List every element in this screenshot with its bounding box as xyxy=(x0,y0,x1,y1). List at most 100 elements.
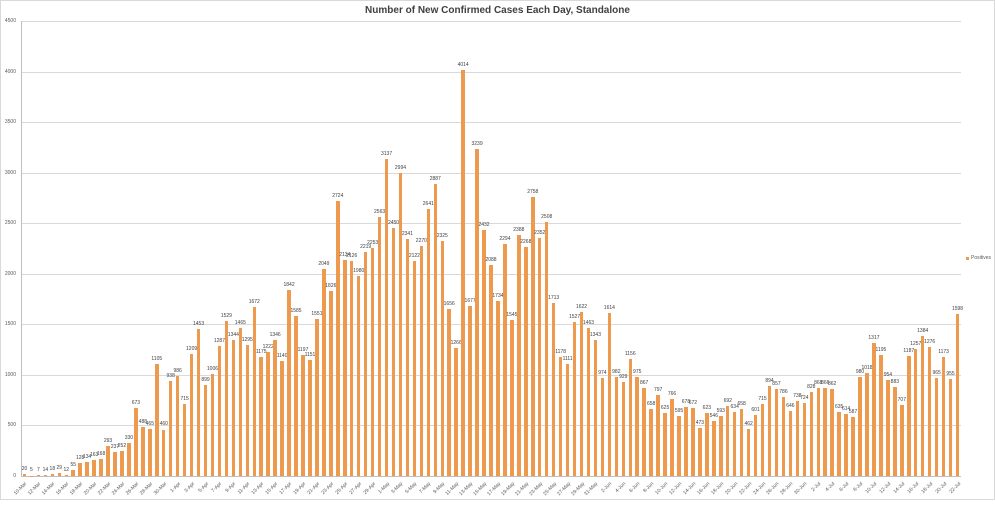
bar xyxy=(705,413,709,476)
bar xyxy=(538,238,542,476)
bar xyxy=(914,348,918,476)
bar xyxy=(663,412,667,476)
bar xyxy=(503,244,507,476)
legend: Positives xyxy=(966,255,991,261)
bar xyxy=(691,408,695,476)
bar xyxy=(593,340,598,476)
bar-value-label: 1140 xyxy=(276,352,288,359)
plot-area: 20 5 7 14 18 29 12 55 128 134 163 168 293 237 252 330 67… xyxy=(21,21,963,476)
bar-value-label: 2325 xyxy=(436,232,448,239)
bar-value-label: 965 xyxy=(932,370,941,377)
bar xyxy=(99,459,103,476)
bar-value-label: 128 xyxy=(76,455,85,462)
bar-value-label: 1343 xyxy=(589,332,601,339)
bar xyxy=(788,410,793,476)
bar xyxy=(934,378,939,476)
bar-value-label: 2352 xyxy=(534,230,546,237)
bar-value-label: 646 xyxy=(786,402,795,409)
bar xyxy=(301,354,305,476)
bar xyxy=(753,415,758,476)
bar-value-label: 974 xyxy=(598,369,607,376)
bar-value-label: 883 xyxy=(890,378,900,385)
bar-value-label: 1614 xyxy=(603,304,615,311)
y-tick-label: 1000 xyxy=(4,372,16,378)
bar xyxy=(816,388,820,476)
bar-value-label: 738 xyxy=(793,393,802,400)
bar-value-label: 975 xyxy=(633,369,642,376)
bar-value-label: 929 xyxy=(619,374,628,381)
bar-value-label: 1463 xyxy=(582,320,595,327)
bar xyxy=(43,474,48,476)
bar-value-label: 1734 xyxy=(492,292,504,299)
bar-value-label: 715 xyxy=(758,395,767,402)
bar-value-label: 2088 xyxy=(485,256,497,263)
bar-value-label: 593 xyxy=(716,408,725,415)
bar xyxy=(656,395,660,476)
bar xyxy=(635,377,639,476)
bar-value-label: 587 xyxy=(848,408,858,415)
bar-value-label: 2122 xyxy=(408,253,420,260)
bar xyxy=(350,261,354,476)
bar xyxy=(496,300,500,476)
bar-value-label: 658 xyxy=(737,401,746,408)
bar xyxy=(29,475,34,476)
bar xyxy=(830,388,834,476)
bar xyxy=(872,342,876,476)
bar xyxy=(739,409,744,476)
bar-value-label: 2268 xyxy=(520,238,532,245)
y-tick-label: 500 xyxy=(7,422,16,428)
bar-value-label: 1344 xyxy=(227,332,239,339)
bar-value-label: 465 xyxy=(145,420,154,427)
bar-value-label: 601 xyxy=(751,407,760,414)
bar xyxy=(781,396,786,476)
bar-value-label: 1622 xyxy=(575,303,588,310)
bar xyxy=(941,357,946,476)
bar xyxy=(155,364,159,476)
bar xyxy=(398,173,403,476)
bar xyxy=(329,291,333,476)
bar-value-label: 2758 xyxy=(527,189,539,196)
bar-value-label: 623 xyxy=(702,405,712,411)
bar-value-label: 1222 xyxy=(262,344,274,351)
bar-value-label: 1197 xyxy=(297,346,309,353)
bar xyxy=(315,319,319,476)
bar xyxy=(134,407,138,476)
bar-value-label: 5 xyxy=(30,467,33,474)
bar-value-label: 18 xyxy=(49,466,56,473)
bar-value-label: 462 xyxy=(744,421,753,428)
bar-value-label: 2294 xyxy=(499,236,511,243)
bar-value-label: 2388 xyxy=(513,226,525,233)
legend-label-positives: Positives xyxy=(971,255,992,261)
bar xyxy=(71,470,75,476)
y-tick-label: 2000 xyxy=(4,271,16,277)
bar xyxy=(231,340,236,476)
bar-value-label: 986 xyxy=(173,368,182,375)
bar-value-label: 488 xyxy=(138,418,148,425)
bar-value-label: 2994 xyxy=(394,165,407,172)
bar-value-label: 237 xyxy=(110,444,120,451)
bar xyxy=(837,411,841,476)
bar xyxy=(920,336,925,476)
bar-value-label: 1672 xyxy=(248,298,260,305)
bar-value-label: 1529 xyxy=(220,313,232,320)
bar-value-label: 2887 xyxy=(429,176,441,183)
bar xyxy=(698,428,702,476)
bar xyxy=(92,459,96,476)
bar xyxy=(363,251,368,476)
bar-value-label: 2049 xyxy=(318,260,330,267)
bar xyxy=(127,442,131,476)
y-tick-label: 4000 xyxy=(4,69,16,75)
bar xyxy=(259,357,263,476)
bar xyxy=(141,426,145,476)
bar-value-label: 252 xyxy=(117,442,127,449)
bar-value-label: 672 xyxy=(688,400,698,407)
bar xyxy=(419,246,424,476)
bar-value-label: 2508 xyxy=(541,214,553,221)
y-tick-label: 0 xyxy=(13,473,16,479)
bar-value-label: 1257 xyxy=(910,340,922,347)
bar-value-label: 1173 xyxy=(938,349,949,356)
bar-value-label: 2253 xyxy=(367,240,379,247)
bar xyxy=(579,312,584,476)
bar xyxy=(649,409,653,476)
bar xyxy=(461,70,465,476)
